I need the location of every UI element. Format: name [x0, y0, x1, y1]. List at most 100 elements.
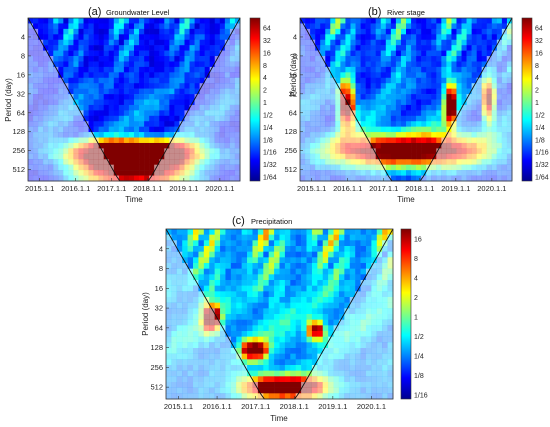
- heatmap-cell: [436, 23, 442, 30]
- cone-of-influence-shade: [481, 121, 488, 127]
- cone-of-influence-shade: [171, 257, 178, 264]
- heatmap-cell: [214, 50, 221, 57]
- heatmap-cell: [128, 148, 135, 155]
- heatmap-cell: [466, 34, 472, 41]
- heatmap-cell: [406, 77, 412, 84]
- heatmap-cell: [263, 336, 269, 343]
- heatmap-cell: [456, 88, 462, 95]
- heatmap-cell: [350, 66, 356, 73]
- cone-of-influence-shade: [330, 94, 336, 100]
- colorbar-tick-label: 32: [263, 38, 271, 45]
- heatmap-cell: [344, 257, 351, 264]
- cone-of-influence-shade: [335, 137, 341, 144]
- heatmap-cell: [451, 61, 457, 68]
- heatmap-cell: [380, 50, 387, 57]
- heatmap-cell: [241, 268, 248, 275]
- cone-of-influence-shade: [471, 164, 477, 171]
- heatmap-cell: [317, 257, 324, 264]
- heatmap-cell: [466, 77, 472, 84]
- cone-of-influence-shade: [310, 50, 316, 57]
- heatmap-cell: [317, 234, 324, 241]
- heatmap-cell: [189, 39, 195, 46]
- heatmap-cell: [236, 234, 242, 241]
- heatmap-cell: [290, 285, 297, 292]
- heatmap-cell: [328, 234, 334, 241]
- heatmap-cell: [365, 104, 371, 111]
- heatmap-cell: [38, 23, 44, 30]
- heatmap-cell: [214, 314, 221, 320]
- heatmap-cell: [252, 325, 259, 332]
- heatmap-cell: [225, 314, 232, 320]
- heatmap-cell: [365, 50, 371, 57]
- cone-of-influence-shade: [338, 331, 345, 337]
- heatmap-cell: [198, 280, 205, 286]
- heatmap-cell: [317, 274, 324, 281]
- heatmap-cell: [446, 99, 452, 106]
- heatmap-cell: [290, 274, 297, 281]
- heatmap-cell: [400, 94, 407, 100]
- heatmap-cell: [108, 99, 115, 106]
- heatmap-cell: [416, 83, 422, 89]
- heatmap-cell: [274, 251, 280, 258]
- cone-of-influence-shade: [355, 121, 361, 127]
- heatmap-cell: [290, 268, 297, 275]
- heatmap-cell: [88, 61, 94, 68]
- cone-of-influence-shade: [179, 159, 185, 165]
- heatmap-cell: [340, 39, 346, 46]
- heatmap-cell: [214, 257, 221, 264]
- cone-of-influence-shade: [441, 159, 447, 165]
- cone-of-influence-shade: [456, 153, 462, 160]
- cone-of-influence-shade: [88, 148, 94, 155]
- cone-of-influence-shade: [387, 342, 394, 349]
- heatmap-cell: [257, 234, 264, 241]
- heatmap-cell: [421, 164, 427, 171]
- cone-of-influence-shade: [350, 175, 356, 182]
- heatmap-cell: [317, 280, 324, 286]
- cone-of-influence-shade: [48, 142, 54, 149]
- heatmap-cell: [164, 56, 170, 62]
- cone-of-influence-shade: [234, 94, 241, 100]
- cone-of-influence-shade: [335, 148, 341, 155]
- cone-of-influence-shade: [315, 94, 321, 100]
- heatmap-cell: [113, 61, 120, 68]
- heatmap-cell: [441, 115, 447, 122]
- heatmap-cell: [169, 132, 175, 138]
- heatmap-cell: [406, 18, 412, 24]
- heatmap-cell: [241, 263, 248, 269]
- heatmap-cell: [48, 18, 54, 24]
- heatmap-cell: [128, 61, 135, 68]
- cone-of-influence-shade: [360, 142, 366, 149]
- heatmap-cell: [451, 77, 457, 84]
- cone-of-influence-shade: [203, 342, 210, 349]
- heatmap-cell: [370, 72, 377, 79]
- cone-of-influence-shade: [466, 142, 472, 149]
- heatmap-cell: [209, 297, 215, 303]
- heatmap-cell: [159, 56, 165, 62]
- heatmap-cell: [230, 325, 237, 332]
- heatmap-cell: [306, 263, 313, 269]
- cone-of-influence-shade: [33, 61, 39, 68]
- cone-of-influence-shade: [58, 137, 64, 144]
- cone-of-influence-shade: [224, 115, 231, 122]
- cone-of-influence-shade: [335, 94, 341, 100]
- cone-of-influence-shade: [194, 126, 200, 133]
- heatmap-cell: [33, 23, 39, 30]
- heatmap-cell: [279, 246, 286, 252]
- heatmap-cell: [466, 66, 472, 73]
- cone-of-influence-shade: [171, 353, 178, 360]
- cone-of-influence-shade: [300, 88, 306, 95]
- cone-of-influence-shade: [325, 170, 331, 176]
- heatmap-cell: [335, 77, 341, 84]
- cone-of-influence-shade: [365, 336, 372, 343]
- heatmap-cell: [301, 302, 307, 309]
- heatmap-cell: [203, 285, 210, 292]
- heatmap-cell: [301, 314, 307, 320]
- heatmap-cell: [390, 94, 397, 100]
- cone-of-influence-shade: [300, 148, 306, 155]
- heatmap-cell: [284, 274, 291, 281]
- cone-of-influence-shade: [300, 142, 306, 149]
- cone-of-influence-shade: [68, 137, 74, 144]
- cone-of-influence-shade: [360, 170, 366, 176]
- cone-of-influence-shade: [229, 99, 236, 106]
- heatmap-cell: [451, 50, 457, 57]
